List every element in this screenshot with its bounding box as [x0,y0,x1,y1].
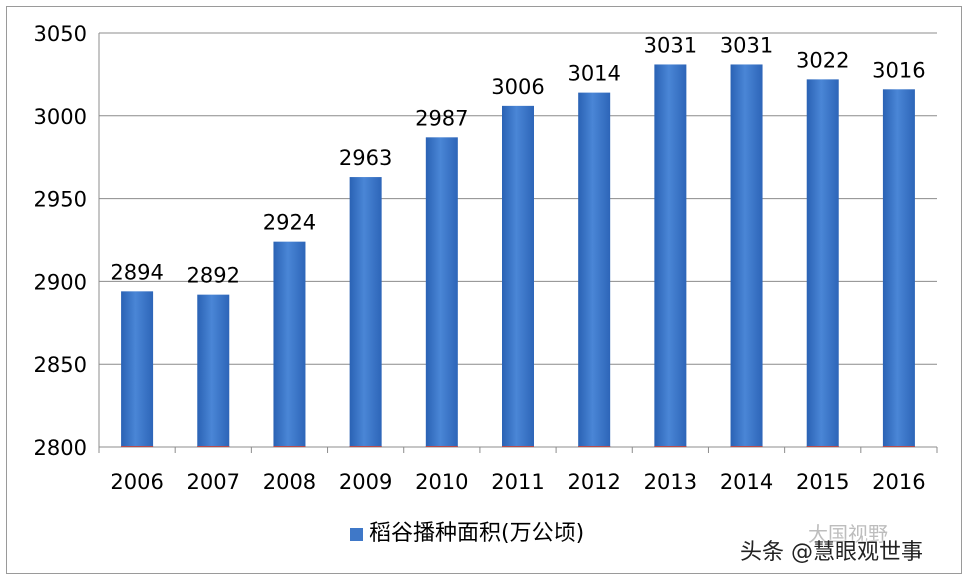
legend-label: 稻谷播种面积(万公顷) [369,521,584,546]
bar [349,177,382,447]
watermark-faint: 大国视野 [808,522,888,546]
data-label: 2892 [187,264,240,288]
x-tick-labels: 2006 2007 2008 2009 2010 2011 2012 2013 2014 2015… [110,470,925,494]
y-tick-label: 2850 [34,353,87,377]
data-label: 3031 [644,33,697,57]
x-tick-label: 2006 [110,470,163,494]
y-tick-label: 3000 [34,105,87,129]
data-label: 3014 [567,62,620,86]
data-label: 3016 [872,58,925,82]
bars [121,64,915,448]
data-label: 3022 [796,48,849,72]
x-tick-label: 2016 [872,470,925,494]
legend-swatch [350,528,363,541]
y-tick-label: 3050 [34,22,87,46]
bar [273,241,306,447]
y-tick-label: 2950 [34,188,87,212]
bar [502,105,534,447]
legend: 稻谷播种面积(万公顷) [350,521,584,546]
data-label: 2894 [110,260,163,284]
bar-chart: 2894 2892 2924 2963 2987 3006 3014 3031 3031 3022… [34,22,938,546]
x-tick-label: 2008 [263,470,316,494]
x-tick-label: 2015 [796,470,849,494]
x-tick-label: 2013 [644,470,697,494]
y-tick-label: 2800 [34,436,87,460]
data-label: 3031 [720,33,773,57]
bar [197,294,230,447]
x-tick-label: 2009 [339,470,392,494]
data-labels: 2894 2892 2924 2963 2987 3006 3014 3031 3031 3022… [110,33,925,287]
x-tick-label: 2011 [491,470,544,494]
data-label: 2963 [339,146,392,170]
bar [121,291,154,447]
y-tick-labels: 2800 2850 2900 2950 3000 3050 [34,22,87,460]
data-label: 2924 [263,211,316,235]
bar [654,64,687,448]
bar [882,89,915,447]
x-tick-label: 2010 [415,470,468,494]
chart-frame: 2894 2892 2924 2963 2987 3006 3014 3031 3031 3022… [6,6,962,574]
data-label: 2987 [415,106,468,130]
x-tick-label: 2007 [187,470,240,494]
bar [730,64,763,448]
bar [425,137,458,447]
watermark: 头条 @慧眼观世事 [740,540,923,565]
y-tick-label: 2900 [34,270,87,294]
x-tick-label: 2014 [720,470,773,494]
bar [578,92,611,447]
data-label: 3006 [491,75,544,99]
x-tick-label: 2012 [567,470,620,494]
bar [806,79,839,448]
